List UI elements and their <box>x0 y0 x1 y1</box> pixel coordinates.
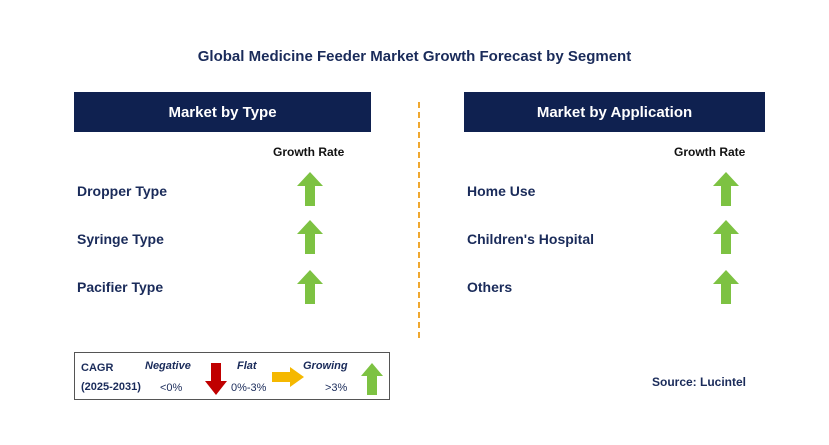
legend-flat-range: 0%-3% <box>231 382 267 394</box>
legend-growing-label: Growing <box>303 360 348 372</box>
up-arrow-icon <box>713 220 739 254</box>
up-arrow-icon <box>713 172 739 206</box>
segment-label-syringe-type: Syringe Type <box>77 231 164 247</box>
legend-cagr-label: CAGR <box>81 362 114 374</box>
legend-period-label: (2025-2031) <box>81 381 141 393</box>
up-arrow-icon <box>713 270 739 304</box>
segment-label-others: Others <box>467 279 513 295</box>
up-arrow-icon <box>297 270 323 304</box>
application-panel-header: Market by Application <box>464 92 765 132</box>
segment-label-home-use: Home Use <box>467 183 536 199</box>
segment-label-dropper-type: Dropper Type <box>77 183 167 199</box>
source-note: Source: Lucintel <box>652 375 747 389</box>
segment-label-childrens-hospital: Children's Hospital <box>467 231 595 247</box>
application-growth-rate-label: Growth Rate <box>674 145 746 159</box>
type-growth-rate-label: Growth Rate <box>273 145 345 159</box>
segment-label-pacifier-type: Pacifier Type <box>77 279 164 295</box>
legend-growing-range: >3% <box>325 382 348 394</box>
panel-divider <box>418 102 420 338</box>
legend-negative-range: <0% <box>160 382 183 394</box>
down-arrow-icon <box>205 363 227 395</box>
up-arrow-icon <box>297 220 323 254</box>
up-arrow-icon <box>297 172 323 206</box>
cagr-legend: CAGR (2025-2031) Negative <0% Flat 0%-3%… <box>74 352 390 400</box>
up-arrow-icon <box>361 363 383 395</box>
legend-flat-label: Flat <box>237 360 257 372</box>
right-arrow-icon <box>272 367 304 387</box>
type-panel-header: Market by Type <box>74 92 371 132</box>
legend-negative-label: Negative <box>145 360 191 372</box>
page-title: Global Medicine Feeder Market Growth For… <box>197 48 632 65</box>
